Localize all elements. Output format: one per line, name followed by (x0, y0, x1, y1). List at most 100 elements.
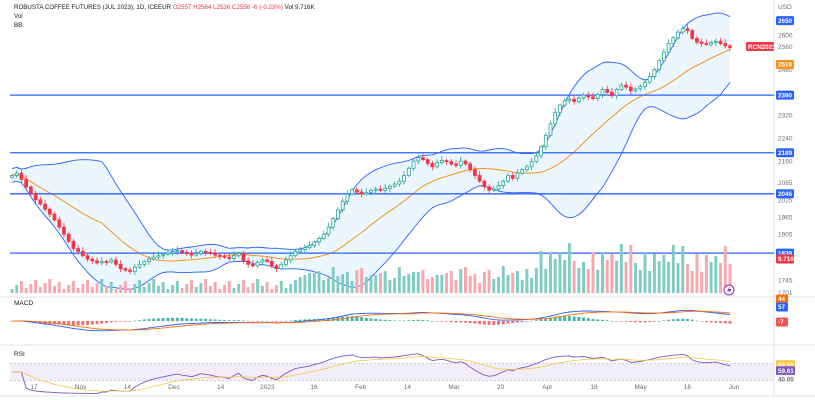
volume-bar (133, 284, 137, 293)
legend-bb-row: BB (14, 22, 23, 29)
volume-bar (147, 283, 151, 293)
macd-histogram-bar (600, 319, 604, 321)
macd-histogram-bar (534, 320, 538, 321)
price-tick-label: 2025 (778, 197, 793, 204)
volume-bar (549, 252, 552, 293)
macd-histogram-bar (180, 317, 184, 321)
volume-bar (719, 263, 723, 293)
volume-bar (350, 281, 354, 293)
horizontal-levels[interactable] (10, 94, 774, 254)
rsi-ma-line (12, 356, 731, 392)
volume-bar (591, 252, 595, 293)
candle-body (118, 263, 123, 270)
volume-bar (723, 246, 727, 293)
macd-histogram-bar (279, 321, 283, 322)
candle-body (189, 253, 194, 256)
candle-body (137, 263, 142, 268)
time-tick-label: 20 (497, 384, 505, 391)
candle-body (515, 172, 520, 179)
candle-body (57, 219, 62, 228)
volume-bar (317, 271, 321, 293)
price-tick-label: 1745 (778, 278, 793, 285)
volume-bar (24, 288, 28, 293)
candle-body (543, 134, 548, 148)
macd-histogram-bar (298, 319, 302, 321)
macd-histogram-bar (194, 318, 198, 321)
candle-body (47, 208, 52, 215)
macd-histogram-bar (544, 318, 548, 321)
candle-body (336, 209, 340, 219)
volume-bar (690, 271, 694, 293)
macd-histogram-bar (563, 315, 567, 321)
macd-histogram-bar (105, 321, 108, 323)
volume-bar (19, 281, 23, 293)
candles[interactable] (10, 24, 732, 275)
candle-body (657, 60, 662, 70)
volume-bar (454, 280, 458, 293)
volume-bar (43, 283, 47, 293)
volume-bar (596, 270, 600, 293)
volume-bar (308, 273, 312, 293)
candle-body (29, 186, 33, 194)
volume-bar (119, 285, 123, 293)
volume-bar (15, 285, 19, 293)
macd-histogram-bar (175, 317, 179, 321)
candle-body (274, 265, 279, 270)
candle-body (628, 86, 633, 92)
candle-body (666, 43, 671, 53)
candle-body (402, 175, 406, 182)
macd-histogram-bar (204, 318, 208, 321)
macd-histogram-bar (142, 319, 146, 321)
candle-body (662, 51, 666, 62)
volume-bar (445, 273, 449, 293)
macd-histogram-bar (284, 320, 288, 322)
macd-histogram-bar (147, 319, 151, 321)
volume-bar (246, 287, 250, 293)
volume-bar (667, 262, 671, 293)
volume-bar (539, 251, 543, 293)
volume-bar (194, 287, 198, 293)
volume-bar (624, 262, 628, 293)
volume-bar (208, 286, 212, 293)
volume-bar (142, 287, 146, 293)
price-tick-label: 2160 (778, 159, 793, 166)
volume-bar (105, 286, 108, 293)
candle-body (62, 226, 66, 235)
rsi-line (12, 353, 731, 394)
candle-body (652, 68, 657, 77)
macd-histogram-bar (454, 321, 458, 323)
lightning-glyph (727, 286, 732, 295)
macd-histogram-bar (539, 319, 543, 321)
price-tick-label: 2600 (778, 32, 793, 39)
macd-histogram-bar (596, 319, 600, 321)
instrument-title: ROBUSTA COFFEE FUTURES (JUL 2023), 1D, I… (14, 4, 172, 11)
macd-histogram-bar (360, 317, 364, 321)
macd-histogram-bar (190, 318, 193, 321)
volume-bar (497, 277, 501, 293)
volume-bar (582, 262, 586, 293)
candle-body (364, 192, 369, 195)
macd-histogram-bar (388, 320, 392, 321)
candle-body (647, 76, 652, 83)
currency-label: USD (778, 4, 792, 11)
macd-histogram-bar (156, 318, 160, 321)
volume-bar (232, 288, 236, 293)
rsi-badge-label: 59.61 (778, 368, 794, 375)
volume-bar (29, 284, 33, 293)
bb-fill (12, 13, 730, 290)
candle-body (581, 94, 586, 99)
candle-body (553, 111, 558, 125)
candle-body (52, 213, 57, 221)
candle-body (213, 253, 217, 256)
volume-bar (567, 243, 571, 293)
volume-bar (459, 269, 463, 293)
candle-body (411, 160, 416, 169)
alert-button[interactable] (723, 284, 735, 296)
time-tick-label: Apr (542, 384, 553, 391)
time-tick-label: 14 (404, 384, 412, 391)
time-tick-label: Dec (168, 384, 180, 391)
volume-bar (681, 246, 685, 293)
macd-histogram-bar (100, 321, 104, 324)
candle-body (695, 37, 699, 43)
